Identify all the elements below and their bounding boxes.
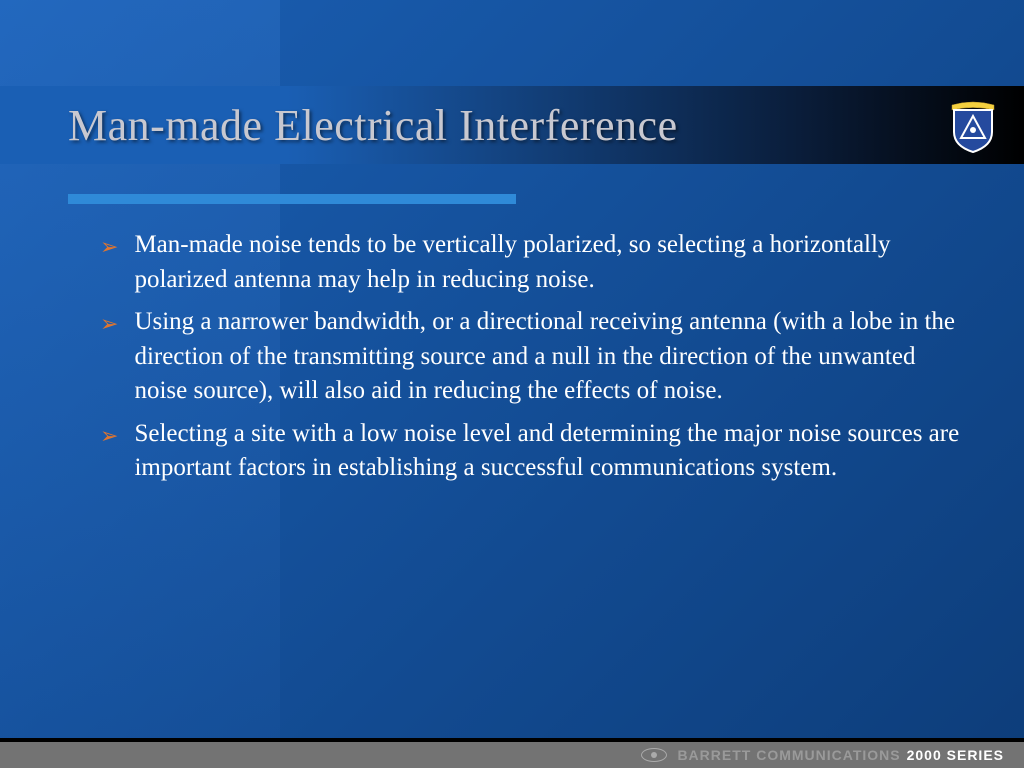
bullet-arrow-icon: ➢ xyxy=(100,421,118,486)
bullet-item: ➢ Selecting a site with a low noise leve… xyxy=(100,417,964,486)
slide-title: Man-made Electrical Interference xyxy=(68,100,678,151)
bullet-item: ➢ Man-made noise tends to be vertically … xyxy=(100,228,964,297)
bullet-text: Selecting a site with a low noise level … xyxy=(134,417,964,486)
bullet-text: Man-made noise tends to be vertically po… xyxy=(134,228,964,297)
brand-badge-icon xyxy=(948,96,998,154)
title-bar: Man-made Electrical Interference xyxy=(0,86,1024,164)
footer-series-text: 2000 SERIES xyxy=(907,747,1004,763)
slide-body: ➢ Man-made noise tends to be vertically … xyxy=(100,228,964,494)
bullet-arrow-icon: ➢ xyxy=(100,232,118,297)
bullet-arrow-icon: ➢ xyxy=(100,309,118,409)
bullet-text: Using a narrower bandwidth, or a directi… xyxy=(134,305,964,409)
footer-logo-icon xyxy=(641,748,667,762)
footer-brand-text: BARRETT COMMUNICATIONS xyxy=(677,747,900,763)
bullet-item: ➢ Using a narrower bandwidth, or a direc… xyxy=(100,305,964,409)
footer-bar: BARRETT COMMUNICATIONS 2000 SERIES xyxy=(0,738,1024,768)
title-underline xyxy=(68,194,516,204)
